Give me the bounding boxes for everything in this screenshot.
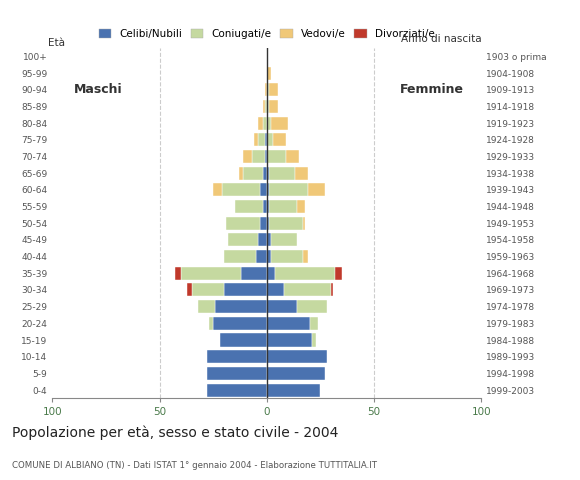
Bar [191,283,224,297]
Bar [271,233,297,246]
Bar [187,283,191,297]
Bar [263,200,267,213]
Text: Anno di nascita: Anno di nascita [401,34,481,44]
Bar [263,100,264,113]
Bar [243,150,252,163]
Bar [269,216,303,230]
Bar [269,83,278,96]
Bar [267,167,269,180]
Bar [271,117,288,130]
Bar [303,216,306,230]
Bar [206,367,267,380]
Bar [267,133,273,146]
Bar [335,267,342,280]
Bar [264,83,267,96]
Bar [264,100,267,113]
Bar [267,350,327,363]
Bar [228,233,258,246]
Bar [331,283,333,297]
Bar [175,267,181,280]
Bar [267,300,297,313]
Bar [269,100,278,113]
Legend: Celibi/Nubili, Coniugati/e, Vedovi/e, Divorziati/e: Celibi/Nubili, Coniugati/e, Vedovi/e, Di… [95,25,439,44]
Bar [297,300,327,313]
Bar [267,200,269,213]
Bar [267,367,325,380]
Bar [215,300,267,313]
Bar [220,334,267,347]
Bar [273,133,286,146]
Bar [269,183,307,196]
Bar [209,317,213,330]
Bar [224,283,267,297]
Bar [260,183,267,196]
Bar [276,267,335,280]
Bar [267,183,269,196]
Bar [267,334,312,347]
Bar [213,183,222,196]
Bar [239,167,243,180]
Bar [254,133,258,146]
Bar [198,300,215,313]
Bar [252,150,264,163]
Text: Età: Età [48,38,65,48]
Bar [269,200,297,213]
Text: Maschi: Maschi [74,83,122,96]
Bar [206,350,267,363]
Bar [267,150,286,163]
Bar [267,117,271,130]
Bar [267,67,271,80]
Bar [256,250,267,263]
Bar [241,267,267,280]
Bar [267,250,271,263]
Bar [258,233,267,246]
Bar [222,183,260,196]
Bar [258,117,263,130]
Bar [226,216,260,230]
Bar [260,216,267,230]
Bar [267,100,269,113]
Bar [267,317,310,330]
Bar [267,283,284,297]
Bar [235,200,263,213]
Text: Femmine: Femmine [400,83,464,96]
Bar [263,117,267,130]
Bar [267,83,269,96]
Bar [267,267,276,280]
Bar [297,200,306,213]
Text: COMUNE DI ALBIANO (TN) - Dati ISTAT 1° gennaio 2004 - Elaborazione TUTTITALIA.IT: COMUNE DI ALBIANO (TN) - Dati ISTAT 1° g… [12,461,376,470]
Text: Popolazione per età, sesso e stato civile - 2004: Popolazione per età, sesso e stato civil… [12,425,338,440]
Bar [312,334,316,347]
Bar [258,133,264,146]
Bar [286,150,299,163]
Bar [181,267,241,280]
Bar [213,317,267,330]
Bar [267,384,320,396]
Bar [284,283,331,297]
Bar [267,233,271,246]
Bar [267,216,269,230]
Bar [310,317,318,330]
Bar [269,167,295,180]
Bar [307,183,325,196]
Bar [224,250,256,263]
Bar [271,250,303,263]
Bar [264,133,267,146]
Bar [263,167,267,180]
Bar [303,250,307,263]
Bar [295,167,307,180]
Bar [243,167,263,180]
Bar [264,150,267,163]
Bar [206,384,267,396]
